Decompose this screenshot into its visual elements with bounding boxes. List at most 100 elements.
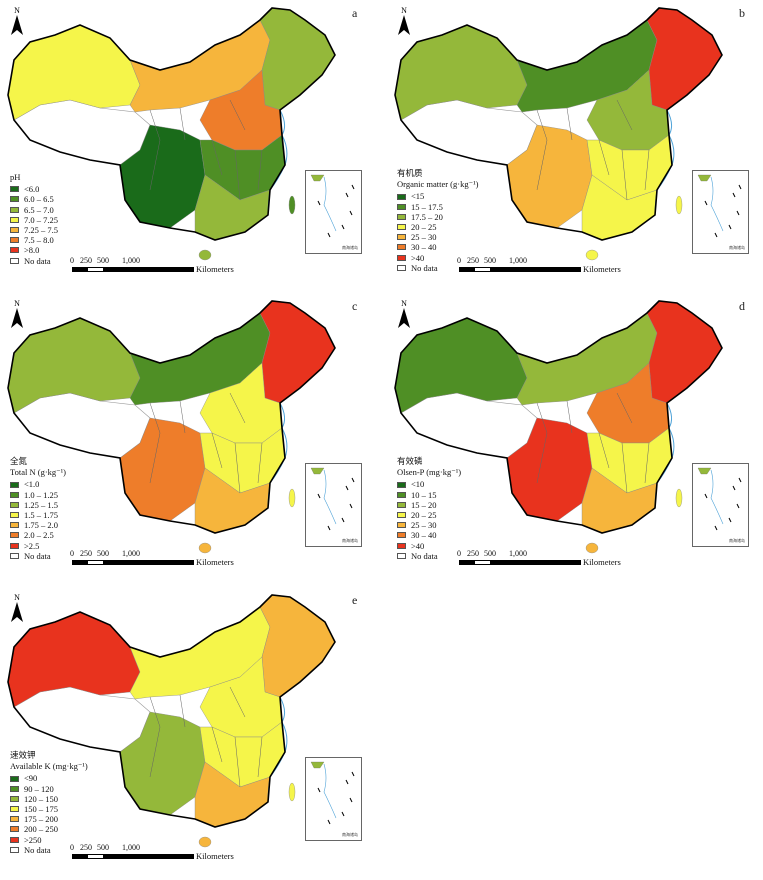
hainan-island: [585, 249, 599, 261]
legend-swatch: [397, 244, 406, 251]
china-map: [7, 300, 336, 554]
legend-label: 15 – 17.5: [411, 201, 443, 212]
legend-title: Available K (mg·kg⁻¹): [10, 761, 88, 772]
no-data-region: [13, 99, 151, 166]
north-arrow: N: [397, 6, 411, 39]
inset-map: [697, 174, 742, 238]
south-china-sea-inset: 南海诸岛: [305, 170, 362, 254]
legend-swatch: [397, 491, 406, 498]
legend-item: 1.0 – 1.25: [10, 490, 66, 500]
legend-label: 1.0 – 1.25: [24, 489, 58, 500]
north-label: N: [401, 6, 407, 15]
legend-label: <1.0: [24, 479, 40, 490]
legend-label: 7.0 – 7.25: [24, 214, 58, 225]
scale-tick-0: 0: [70, 843, 74, 852]
legend-item: 30 – 40: [397, 530, 461, 540]
china-map: [7, 7, 336, 261]
province-lines: [149, 392, 263, 494]
legend-swatch: [10, 785, 19, 792]
north-arrow-icon: [11, 15, 23, 35]
legend-item: 90 – 120: [10, 784, 88, 794]
legend-label: >250: [24, 834, 42, 845]
panel-letter: a: [352, 6, 358, 20]
legend-label: 7.25 – 7.5: [24, 224, 58, 235]
legend-swatch: [10, 542, 19, 549]
scale-bar-graphic: [72, 267, 194, 272]
legend-swatch: [10, 522, 19, 529]
legend-item-no-data: No data: [397, 551, 461, 561]
legend-swatch: [10, 247, 19, 254]
legend-item-no-data: No data: [10, 845, 88, 855]
panel-letter: e: [352, 593, 358, 607]
legend-swatch: [10, 512, 19, 519]
scale-unit: Kilometers: [196, 851, 234, 861]
map-panel-e: e N 速效钾 Available K (mg·kg⁻¹) <90 90 – 12…: [0, 587, 372, 875]
legend-label: No data: [411, 550, 438, 561]
legend-item: 7.0 – 7.25: [10, 215, 58, 225]
legend-label: >40: [411, 540, 425, 551]
legend-swatch: [10, 795, 19, 802]
legend-item: 15 – 17.5: [397, 202, 478, 212]
legend-rows: <90 90 – 120 120 – 150 150 – 175 175 – 200 20…: [10, 773, 88, 855]
scale-tick-1: 250: [80, 843, 92, 852]
legend-label: 25 – 30: [411, 232, 437, 243]
inset-label: 南海诸岛: [342, 832, 358, 837]
legend-title-cn: 有机质: [397, 168, 423, 178]
scale-tick-0: 0: [457, 549, 461, 558]
legend-item: 20 – 25: [397, 510, 461, 520]
hainan-island: [198, 836, 212, 848]
south-china-sea-inset: 南海诸岛: [692, 170, 749, 254]
map-legend: 有机质 Organic matter (g·kg⁻¹) <15 15 – 17.5…: [397, 168, 478, 273]
north-arrow: N: [10, 299, 24, 332]
legend-label: 175 – 200: [24, 814, 58, 825]
scale-tick-0: 0: [70, 549, 74, 558]
scale-tick-0: 0: [70, 256, 74, 265]
legend-label: 1.25 – 1.5: [24, 499, 58, 510]
legend-label: 15 – 20: [411, 499, 437, 510]
legend-label: 90 – 120: [24, 783, 54, 794]
legend-item-no-data: No data: [10, 551, 66, 561]
legend-label: 1.75 – 2.0: [24, 520, 58, 531]
taiwan-island: [288, 782, 296, 802]
legend-label: >2.5: [24, 540, 40, 551]
legend-label: 20 – 25: [411, 221, 437, 232]
legend-item: 15 – 20: [397, 500, 461, 510]
legend-swatch: [397, 193, 406, 200]
legend-item: 1.5 – 1.75: [10, 510, 66, 520]
legend-item: <1.0: [10, 479, 66, 489]
panel-letter: d: [739, 299, 745, 313]
legend-label: >40: [411, 252, 425, 263]
no-data-region: [400, 99, 538, 166]
scale-tick-1: 250: [467, 549, 479, 558]
map-legend: pH <6.0 6.0 – 6.5 6.5 – 7.0 7.0 – 7.25 7.25 …: [10, 172, 58, 266]
legend-label: <6.0: [24, 184, 40, 195]
scale-tick-3: 1,000: [509, 256, 527, 265]
legend-item: 200 – 250: [10, 824, 88, 834]
north-arrow-icon: [11, 602, 23, 622]
legend-item: 7.5 – 8.0: [10, 235, 58, 245]
national-border: [7, 300, 336, 534]
north-label: N: [14, 299, 20, 308]
scale-tick-2: 500: [484, 256, 496, 265]
national-border: [394, 7, 723, 241]
legend-title-cn: 有效磷: [397, 456, 423, 466]
legend-swatch: [397, 522, 406, 529]
legend-label: <90: [24, 773, 38, 784]
scale-tick-1: 250: [80, 549, 92, 558]
legend-swatch: [10, 237, 19, 244]
legend-rows: <10 10 – 15 15 – 20 20 – 25 25 – 30 30 – 40 >4…: [397, 479, 461, 561]
legend-swatch: [10, 836, 19, 843]
inset-label: 南海诸岛: [342, 245, 358, 250]
legend-item: 1.25 – 1.5: [10, 500, 66, 510]
inset-label: 南海诸岛: [342, 538, 358, 543]
legend-swatch: [10, 216, 19, 223]
legend-swatch: [397, 532, 406, 539]
legend-label: No data: [411, 262, 438, 273]
china-map: [394, 300, 723, 554]
map-panel-c: c N 全氮 Total N (g·kg⁻¹) <1.0 1.0 – 1.25 1.…: [0, 293, 372, 581]
legend-swatch: [397, 501, 406, 508]
legend-item: 25 – 30: [397, 232, 478, 242]
north-label: N: [14, 6, 20, 15]
panel-letter: c: [352, 299, 358, 313]
legend-swatch: [10, 846, 19, 853]
